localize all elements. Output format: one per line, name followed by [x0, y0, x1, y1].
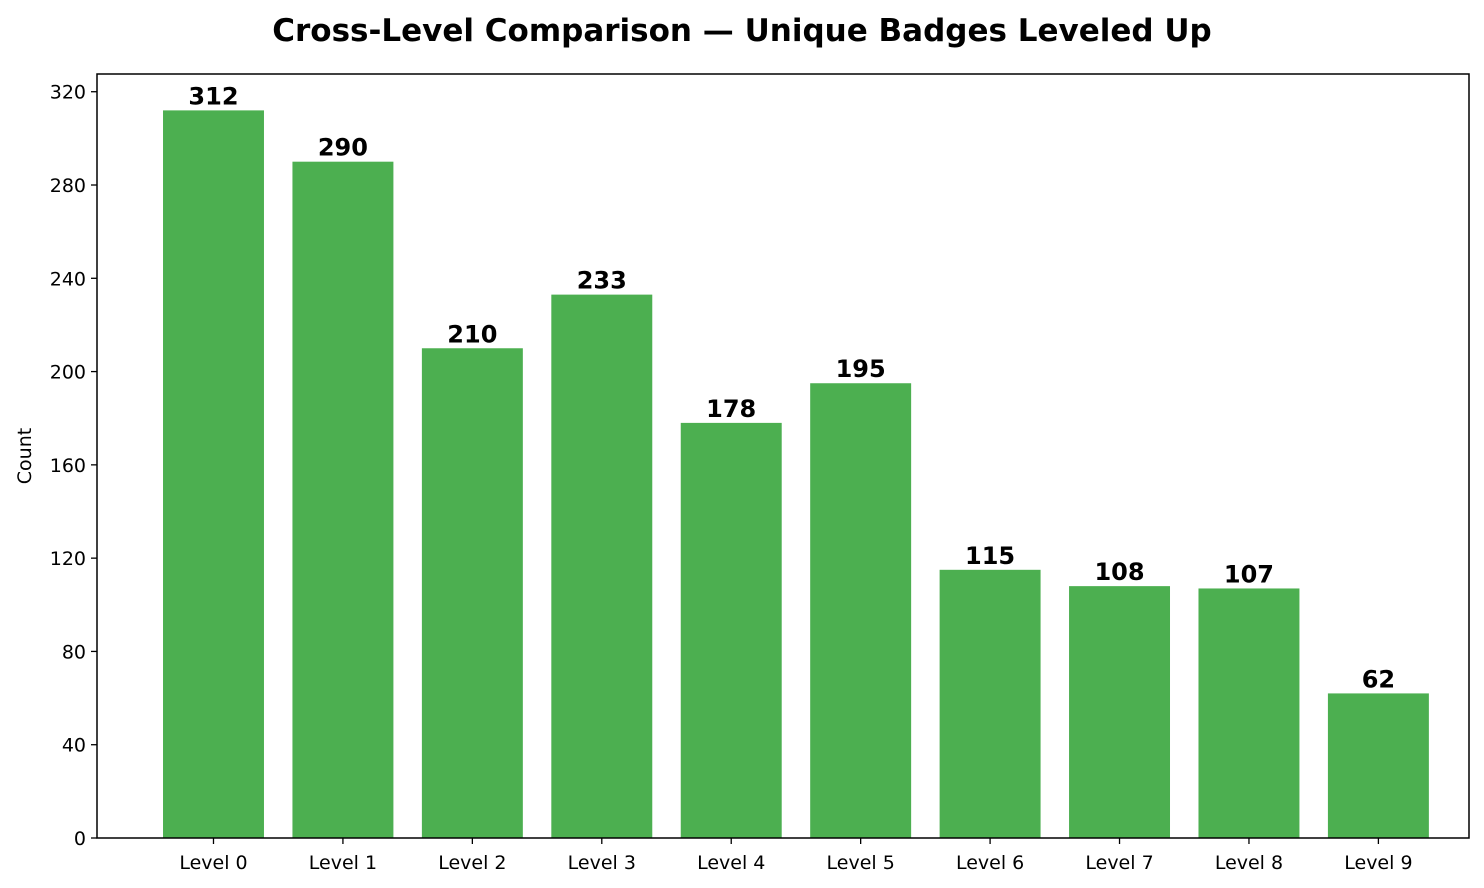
- x-tick-label: Level 6: [956, 852, 1024, 874]
- y-tick-label: 120: [50, 548, 86, 570]
- bar-level-2: [421, 348, 523, 838]
- x-tick-label: Level 8: [1215, 852, 1283, 874]
- y-axis-label: Count: [14, 428, 36, 484]
- data-label: 210: [447, 320, 497, 348]
- bar-level-4: [680, 422, 782, 838]
- bar-level-1: [292, 161, 394, 838]
- x-tick-label: Level 1: [309, 852, 377, 874]
- data-label: 107: [1224, 560, 1274, 588]
- data-label: 290: [318, 134, 368, 162]
- bar-level-9: [1327, 693, 1429, 838]
- data-label: 62: [1362, 665, 1395, 693]
- bar-level-6: [939, 569, 1041, 838]
- x-tick-label: Level 9: [1344, 852, 1412, 874]
- bars-group: [163, 110, 1429, 839]
- x-tick-label: Level 0: [179, 852, 247, 874]
- bar-level-8: [1198, 588, 1300, 838]
- y-tick-label: 200: [50, 362, 86, 384]
- y-tick-label: 160: [50, 455, 86, 477]
- y-tick-label: 320: [50, 82, 86, 104]
- data-label: 312: [188, 82, 238, 110]
- x-tick-label: Level 2: [438, 852, 506, 874]
- y-tick-label: 280: [50, 175, 86, 197]
- data-label: 108: [1094, 558, 1144, 586]
- bar-level-5: [810, 383, 912, 838]
- x-axis: Level 0 Level 1 Level 2 Level 3 Level 4 Level…: [179, 838, 1413, 874]
- x-tick-label: Level 3: [568, 852, 636, 874]
- data-label: 115: [965, 542, 1015, 570]
- data-label: 233: [577, 267, 627, 295]
- y-tick-label: 40: [62, 735, 86, 757]
- x-tick-label: Level 4: [697, 852, 765, 874]
- y-tick-label: 80: [62, 641, 86, 663]
- bar-level-0: [163, 110, 264, 838]
- data-label: 195: [836, 355, 886, 383]
- y-tick-label: 240: [50, 268, 86, 290]
- y-tick-label: 0: [74, 828, 86, 850]
- bar-level-3: [551, 294, 653, 839]
- chart-title: Cross-Level Comparison — Unique Badges L…: [272, 13, 1211, 49]
- data-labels-group: 312 290 210 233 178 195 115 108 107 62: [188, 82, 1395, 693]
- data-label: 178: [706, 395, 756, 423]
- plot-frame: [96, 73, 1470, 839]
- bar-level-7: [1069, 586, 1171, 838]
- x-tick-label: Level 5: [827, 852, 895, 874]
- y-axis: 0 40 80 120 160 200 240 280 320: [50, 82, 97, 850]
- x-tick-label: Level 7: [1085, 852, 1153, 874]
